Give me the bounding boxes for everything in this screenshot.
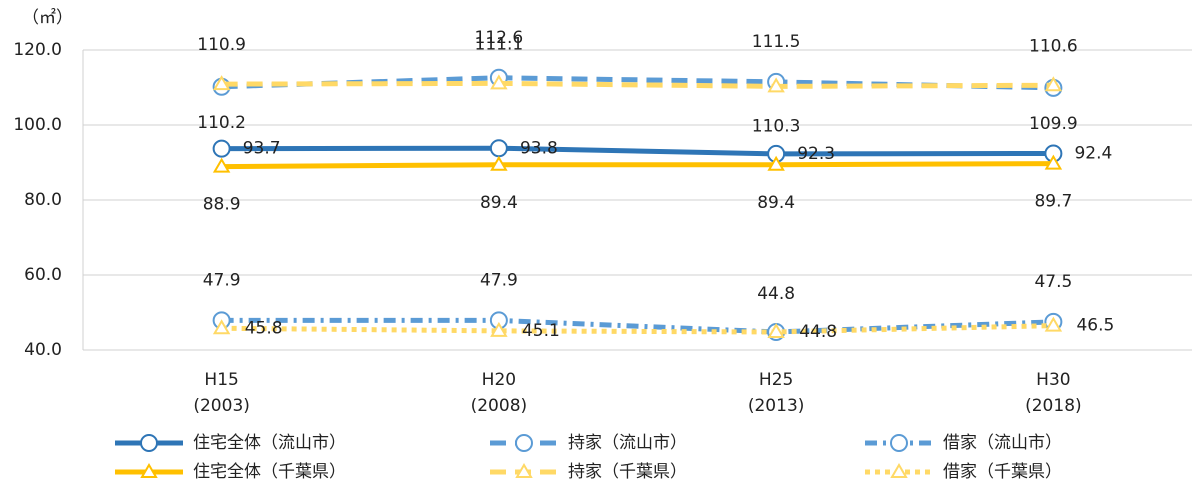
data-label: 110.6 [1029, 36, 1078, 56]
series [212, 139, 1063, 163]
data-label: 110.9 [197, 35, 246, 55]
data-label: 47.9 [480, 270, 518, 290]
marker [212, 139, 231, 158]
marker [489, 139, 508, 158]
marker [767, 77, 785, 93]
x-tick-line: (2003) [193, 396, 250, 416]
marker [890, 434, 908, 452]
marker [212, 319, 231, 335]
y-tick-label: 80.0 [24, 190, 62, 210]
data-label: 89.4 [480, 193, 518, 213]
y-tick-label: 40.0 [24, 340, 62, 360]
data-label: 47.5 [1034, 272, 1072, 292]
legend-label: 持家（流山市） [568, 433, 687, 453]
x-tick-line: (2018) [1025, 396, 1082, 416]
marker [890, 463, 908, 478]
marker [140, 463, 158, 478]
line [221, 80, 1054, 89]
legend-label: 借家（流山市） [943, 433, 1062, 453]
marker [490, 74, 508, 90]
series [212, 74, 1063, 93]
x-tick-line: H15 [204, 370, 238, 390]
y-tick-label: 100.0 [13, 115, 62, 135]
data-label: 93.8 [520, 138, 558, 158]
marker [1044, 76, 1063, 92]
line [221, 145, 1054, 157]
marker [1044, 316, 1063, 332]
marker [767, 155, 785, 171]
marker [515, 463, 533, 478]
data-label: 110.3 [752, 116, 801, 136]
x-tick-label: H30 (2018) [1025, 370, 1082, 416]
line [221, 161, 1054, 170]
marker [1044, 154, 1063, 170]
series [212, 316, 1063, 338]
marker [212, 157, 231, 173]
x-tick-label: H15 (2003) [193, 370, 250, 416]
marker [140, 434, 158, 452]
data-label: 109.9 [1029, 114, 1078, 134]
legend-label: 持家（千葉県） [568, 462, 687, 482]
marker [490, 155, 508, 171]
data-label: 88.9 [203, 195, 241, 215]
data-label: 46.5 [1076, 316, 1114, 336]
x-tick-label: H25 (2013) [748, 370, 805, 416]
x-tick-line: H30 [1036, 370, 1070, 390]
legend-label: 借家（千葉県） [943, 462, 1062, 482]
data-label: 111.1 [475, 34, 524, 54]
marker [767, 323, 785, 338]
data-label: 92.4 [1074, 144, 1112, 164]
data-label: 89.4 [757, 193, 795, 213]
marker [212, 75, 231, 91]
data-label: 45.8 [245, 318, 283, 338]
data-label: 44.8 [799, 322, 837, 342]
x-tick-line: (2008) [471, 396, 528, 416]
data-label: 111.5 [752, 32, 801, 52]
x-tick-line: H25 [759, 370, 793, 390]
x-tick-line: (2013) [748, 396, 805, 416]
x-tick-line: H20 [482, 370, 516, 390]
y-tick-label: 120.0 [13, 40, 62, 60]
series [212, 154, 1063, 173]
y-tick-label: 60.0 [24, 265, 62, 285]
data-label: 110.2 [197, 113, 246, 133]
data-label: 92.3 [797, 144, 835, 164]
data-label: 45.1 [522, 321, 560, 341]
data-label: 44.8 [757, 284, 795, 304]
x-tick-label: H20 (2008) [471, 370, 528, 416]
data-label: 47.9 [203, 270, 241, 290]
data-label: 93.7 [243, 139, 281, 159]
legend-label: 住宅全体（流山市） [193, 433, 346, 453]
marker [490, 321, 508, 337]
legend-label: 住宅全体（千葉県） [193, 462, 346, 482]
data-label: 112.6 [475, 28, 524, 48]
marker [515, 434, 533, 452]
y-axis-label: （㎡） [22, 8, 73, 28]
line [221, 323, 1054, 335]
data-label: 89.7 [1034, 192, 1072, 212]
